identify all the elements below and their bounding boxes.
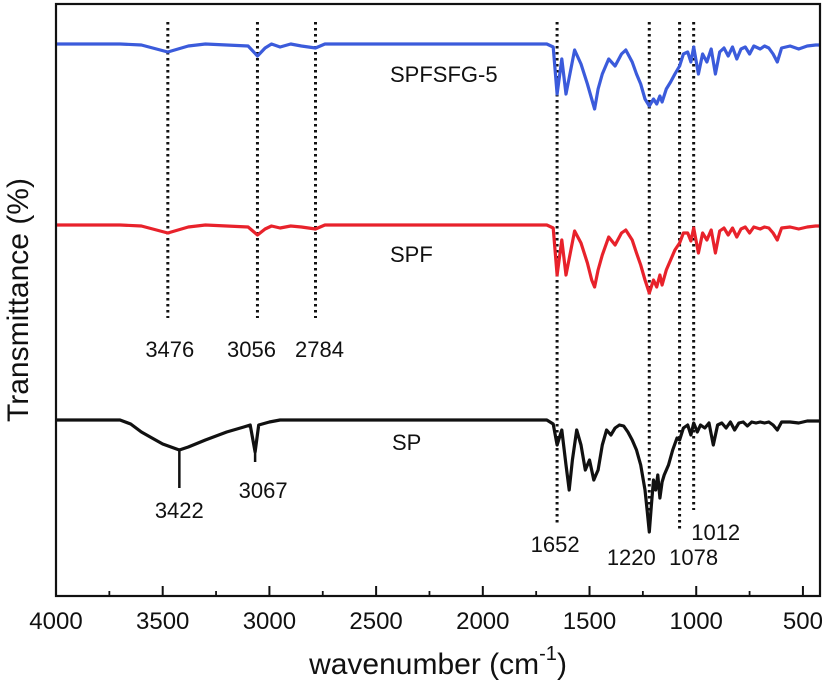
x-tick-label-3500: 3500	[136, 608, 189, 635]
series-line-sp	[56, 418, 820, 534]
x-tick-label-1000: 1000	[670, 608, 723, 635]
series-label-spf: SPF	[390, 242, 433, 267]
series-line-spfsfg-5	[56, 42, 820, 111]
peak-label-3067: 3067	[239, 478, 288, 503]
peak-label-3056: 3056	[227, 337, 276, 362]
x-tick-label-4000: 4000	[29, 608, 82, 635]
y-axis-label: Transmittance (%)	[2, 178, 35, 422]
x-tick-label-500: 500	[783, 608, 823, 635]
x-tick-label-3000: 3000	[243, 608, 296, 635]
x-tick-label-2500: 2500	[349, 608, 402, 635]
series-label-sp: SP	[392, 430, 421, 455]
x-axis-label-main: wavenumber (cm	[308, 648, 539, 681]
peak-label-1012: 1012	[691, 520, 740, 545]
ref-lines-layer	[166, 22, 696, 530]
peak-label-1652: 1652	[531, 532, 580, 557]
x-axis-label-sup: -1	[539, 643, 557, 665]
x-tick-label-1500: 1500	[563, 608, 616, 635]
x-tick-label-2000: 2000	[456, 608, 509, 635]
peak-label-1220: 1220	[607, 545, 656, 570]
x-axis-label-close: )	[557, 648, 567, 681]
peak-label-3476: 3476	[145, 337, 194, 362]
series-label-spfsfg-5: SPFSFG-5	[390, 62, 498, 87]
peak-label-1078: 1078	[669, 545, 718, 570]
series-layer	[56, 42, 820, 534]
x-axis-label: wavenumber (cm-1)	[308, 643, 567, 681]
peak-label-3422: 3422	[155, 498, 204, 523]
x-ticks-layer: 4000 3500 3000 2500 2000 1500 1000 500	[29, 586, 823, 635]
series-line-spf	[56, 223, 820, 295]
peak-label-2784: 2784	[295, 337, 344, 362]
plot-frame	[54, 2, 822, 598]
